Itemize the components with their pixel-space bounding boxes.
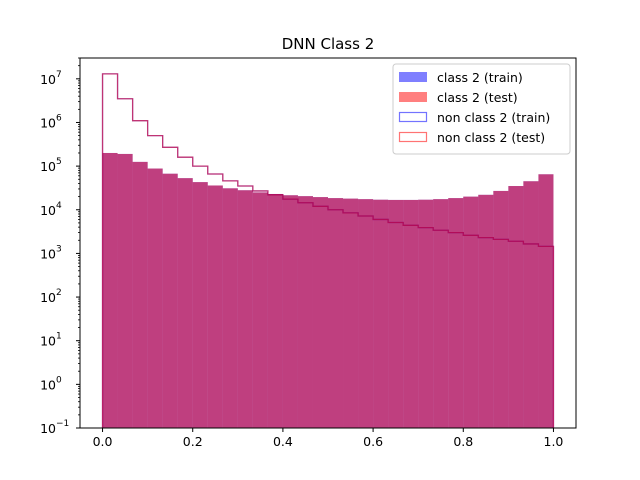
y-tick-exponent: 3 — [56, 244, 62, 254]
y-tick-exponent: 2 — [56, 288, 62, 298]
legend-label: class 2 (train) — [437, 70, 523, 85]
bar-class2-test — [117, 153, 133, 429]
x-tick-label: 0.8 — [453, 434, 473, 449]
step-nonclass2-test — [101, 73, 555, 428]
bar-class2-test — [328, 198, 344, 428]
y-tick-label: 10 — [40, 203, 56, 218]
y-tick-exponent: 0 — [56, 375, 62, 385]
y-tick-label: 10 — [40, 159, 56, 174]
y-tick-label: 10 — [40, 421, 56, 436]
bar-class2-test — [418, 199, 434, 428]
x-tick-label: 0.4 — [273, 434, 293, 449]
bar-class2-test — [538, 174, 554, 428]
axes-frame — [79, 57, 577, 429]
bar-class2-test — [102, 152, 118, 428]
legend-swatch — [399, 72, 427, 82]
bar-class2-test — [448, 198, 464, 428]
bar-class2-test — [478, 194, 494, 428]
bar-class2-test — [343, 198, 359, 428]
histogram-steps — [101, 73, 555, 428]
bar-class2-test — [433, 199, 449, 428]
y-tick-label: 10 — [40, 377, 56, 392]
y-tick-label: 10 — [40, 334, 56, 349]
bar-class2-test — [508, 186, 524, 428]
chart-title: DNN Class 2 — [282, 35, 375, 53]
y-tick-label: 10 — [40, 72, 56, 87]
bar-class2-test — [523, 181, 539, 428]
bar-class2-test — [192, 182, 208, 428]
bar-class2-test — [312, 197, 328, 428]
bar-class2-test — [463, 196, 479, 428]
bar-class2-test — [132, 161, 148, 428]
legend-label: non class 2 (test) — [437, 130, 545, 145]
y-tick-label: 10 — [40, 246, 56, 261]
y-tick-exponent: −1 — [56, 419, 69, 429]
legend-label: non class 2 (train) — [437, 110, 550, 125]
y-tick-exponent: 1 — [56, 332, 62, 342]
y-tick-exponent: 6 — [56, 113, 62, 123]
bar-class2-test — [403, 199, 419, 428]
legend-swatch — [399, 92, 427, 102]
y-tick-exponent: 4 — [56, 201, 62, 211]
legend-swatch — [398, 131, 428, 143]
x-tick-label: 1.0 — [544, 434, 564, 449]
legend: class 2 (train) class 2 (test) non class 2… — [392, 63, 571, 155]
x-tick-label: 0.6 — [363, 434, 383, 449]
bar-class2-test — [237, 190, 253, 428]
bar-class2-test — [267, 193, 283, 428]
bar-class2-test — [162, 173, 178, 428]
bar-class2-test — [297, 196, 313, 428]
x-axis-ticks: 0.0 0.2 0.4 0.6 0.8 1.0 — [93, 428, 564, 449]
x-tick-label: 0.2 — [183, 434, 203, 449]
y-tick-exponent: 7 — [56, 70, 62, 80]
histogram-bars — [102, 152, 554, 429]
bar-class2-test — [252, 192, 268, 428]
bar-class2-test — [177, 178, 193, 428]
y-tick-label: 10 — [40, 115, 56, 130]
legend-swatch — [398, 111, 428, 123]
y-tick-exponent: 5 — [56, 157, 62, 167]
bar-class2-test — [147, 168, 163, 428]
bar-class2-test — [222, 188, 238, 428]
legend-label: class 2 (test) — [437, 90, 518, 105]
bar-class2-test — [493, 190, 509, 428]
bar-class2-test — [282, 195, 298, 428]
legend-box — [392, 63, 571, 155]
y-tick-label: 10 — [40, 290, 56, 305]
bar-class2-test — [388, 199, 404, 428]
bar-class2-test — [358, 199, 374, 428]
bar-class2-test — [207, 185, 223, 428]
bar-class2-test — [373, 199, 389, 428]
x-tick-label: 0.0 — [93, 434, 113, 449]
